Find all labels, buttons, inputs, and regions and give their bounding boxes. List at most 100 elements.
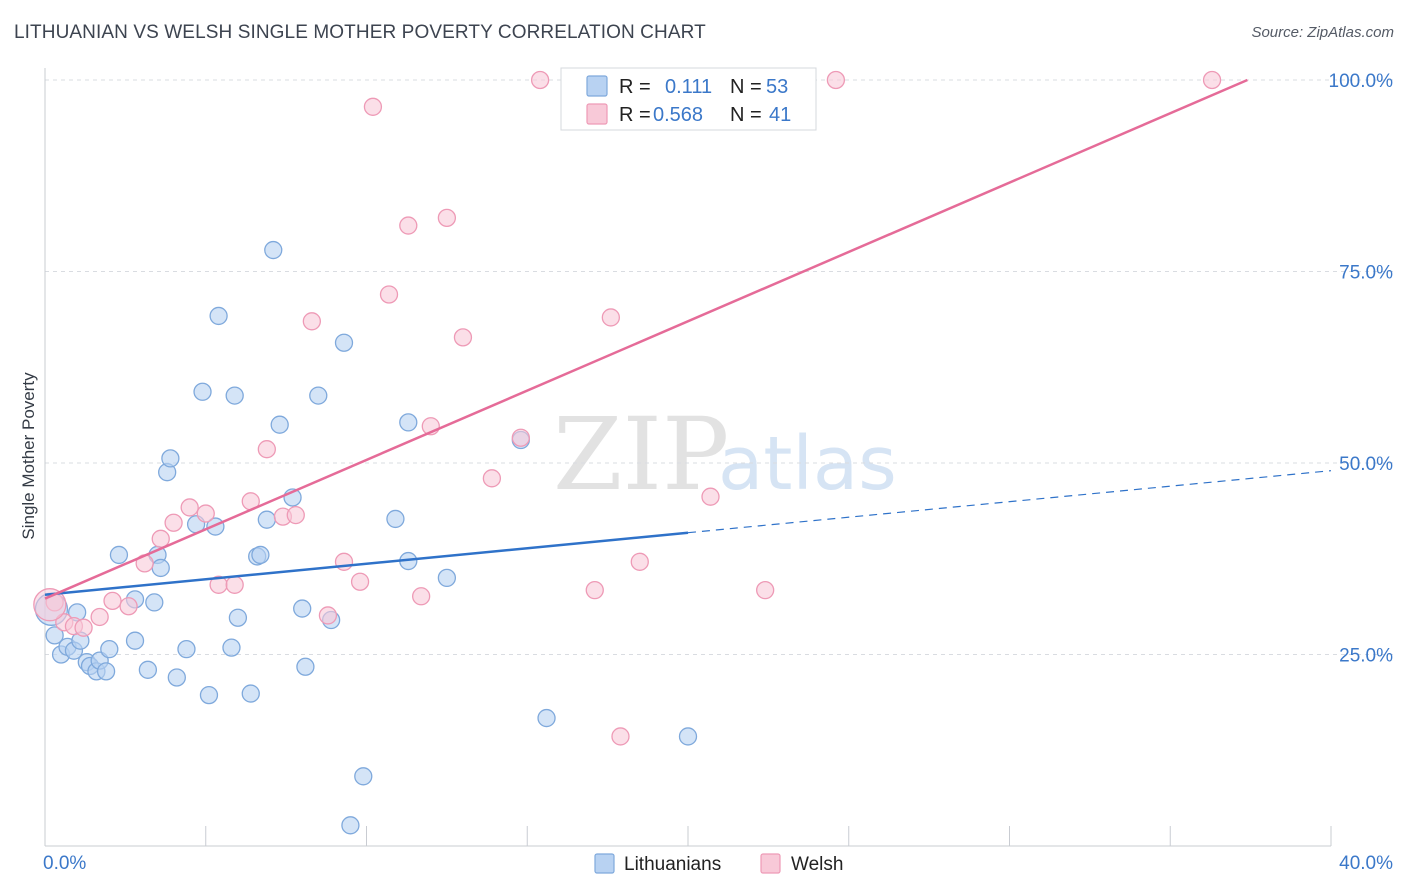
welsh-point — [611, 727, 630, 746]
series-legend: Lithuanians Welsh — [594, 853, 843, 875]
lithuanians-point — [386, 509, 405, 529]
welsh-point — [453, 328, 473, 347]
y-tick-label-25: 25.0% — [1339, 646, 1393, 667]
series-legend-swatch-welsh[interactable] — [760, 853, 781, 874]
welsh-point — [286, 505, 305, 525]
welsh-point — [701, 487, 720, 506]
trend-lines — [44, 78, 1332, 600]
welsh-point — [103, 591, 122, 611]
welsh-point — [1202, 70, 1222, 90]
legend-r-label-lithuanians: R = — [619, 76, 651, 98]
welsh-point — [412, 587, 431, 606]
welsh-point — [90, 607, 109, 627]
legend-r-value-lithuanians: 0.111 — [665, 76, 712, 98]
lithuanians-point — [341, 816, 360, 835]
welsh-point — [334, 552, 354, 571]
lithuanians-point — [309, 386, 328, 405]
welsh-trend-line — [44, 78, 1248, 600]
lithuanians-point — [678, 727, 698, 746]
y-tick-label-100: 100.0% — [1329, 71, 1394, 92]
lithuanians-point — [251, 545, 270, 565]
welsh-point — [318, 606, 338, 625]
welsh-point — [33, 588, 67, 622]
welsh-point — [257, 440, 276, 459]
series-legend-label-lithuanians[interactable]: Lithuanians — [624, 854, 721, 875]
lithuanians-point — [293, 599, 312, 618]
welsh-point — [826, 70, 846, 90]
lithuanians-point — [296, 657, 315, 676]
lithuanians-point — [257, 510, 276, 529]
lithuanians-point — [145, 593, 164, 612]
y-tick-label-50: 50.0% — [1339, 454, 1393, 475]
legend-n-label-welsh: N = — [730, 104, 762, 126]
y-tick-label-75: 75.0% — [1339, 263, 1393, 284]
lithuanians-point — [334, 333, 354, 352]
watermark-zip: ZIP — [553, 396, 729, 513]
welsh-point — [399, 216, 418, 235]
welsh-point — [437, 208, 457, 228]
legend-r-label-welsh: R = — [619, 104, 651, 126]
series-legend-label-welsh[interactable]: Welsh — [791, 854, 843, 875]
lithuanians-point — [151, 558, 170, 578]
lithuanians-point — [161, 449, 180, 468]
lithuanians-point — [96, 662, 116, 681]
watermark: ZIP atlas — [553, 396, 897, 513]
lithuanians-point — [222, 638, 241, 657]
watermark-atlas: atlas — [718, 421, 897, 507]
lithuanians-points — [34, 240, 698, 835]
welsh-point — [196, 504, 215, 523]
lithuanians-point — [177, 639, 196, 659]
chart-title: LITHUANIAN VS WELSH SINGLE MOTHER POVERT… — [14, 22, 706, 43]
welsh-point — [530, 70, 550, 90]
welsh-point — [585, 581, 604, 600]
lithuanians-point — [228, 608, 248, 627]
welsh-point — [363, 97, 383, 116]
source-credit: Source: ZipAtlas.com — [1251, 24, 1394, 41]
welsh-point — [379, 285, 399, 304]
welsh-point — [180, 498, 199, 517]
legend-n-label-lithuanians: N = — [730, 76, 762, 98]
lithuanians-point — [399, 413, 418, 432]
lithuanians-point — [241, 684, 260, 703]
lithuanians-point — [437, 568, 457, 588]
welsh-points — [33, 70, 1222, 746]
welsh-point — [74, 618, 93, 637]
y-tick-labels: 25.0% 50.0% 75.0% 100.0% — [1329, 71, 1394, 667]
welsh-point — [119, 597, 138, 616]
lithuanians-point — [138, 660, 158, 679]
legend-r-value-welsh: 0.568 — [653, 104, 703, 126]
welsh-point — [511, 428, 530, 447]
y-axis-label: Single Mother Poverty — [19, 372, 38, 540]
welsh-point — [225, 575, 244, 594]
correlation-legend: R = 0.111 N = 53 R = 0.568 N = 41 — [560, 67, 817, 131]
lithuanians-point — [125, 631, 145, 650]
legend-swatch-lithuanians — [586, 75, 608, 97]
welsh-point — [350, 572, 370, 591]
legend-swatch-welsh — [586, 103, 608, 125]
legend-n-value-welsh: 41 — [769, 104, 791, 126]
welsh-point — [756, 581, 775, 600]
x-axis-ticks — [44, 826, 1332, 846]
lithuanians-point — [45, 626, 64, 645]
lithuanians-point — [354, 767, 373, 786]
legend-n-value-lithuanians: 53 — [766, 76, 788, 98]
welsh-point — [601, 308, 620, 327]
x-tick-label-min: 0.0% — [43, 853, 86, 874]
lithuanians-point — [109, 545, 129, 565]
lithuanians-point — [209, 306, 228, 326]
lithuanians-point — [225, 386, 244, 405]
welsh-point — [482, 469, 502, 488]
series-legend-swatch-lithuanians[interactable] — [594, 853, 615, 874]
lithuanians-point — [537, 708, 556, 728]
welsh-point — [302, 312, 321, 331]
lithuanians-point — [167, 668, 186, 687]
x-tick-label-max: 40.0% — [1339, 853, 1393, 874]
lithuanians-point — [270, 415, 289, 434]
welsh-point — [630, 552, 649, 571]
welsh-point — [164, 513, 183, 532]
lithuanians-point — [193, 382, 212, 401]
lithuanians-point — [100, 639, 119, 659]
lithuanians-trend-line — [44, 531, 689, 596]
gridlines — [45, 79, 1393, 655]
